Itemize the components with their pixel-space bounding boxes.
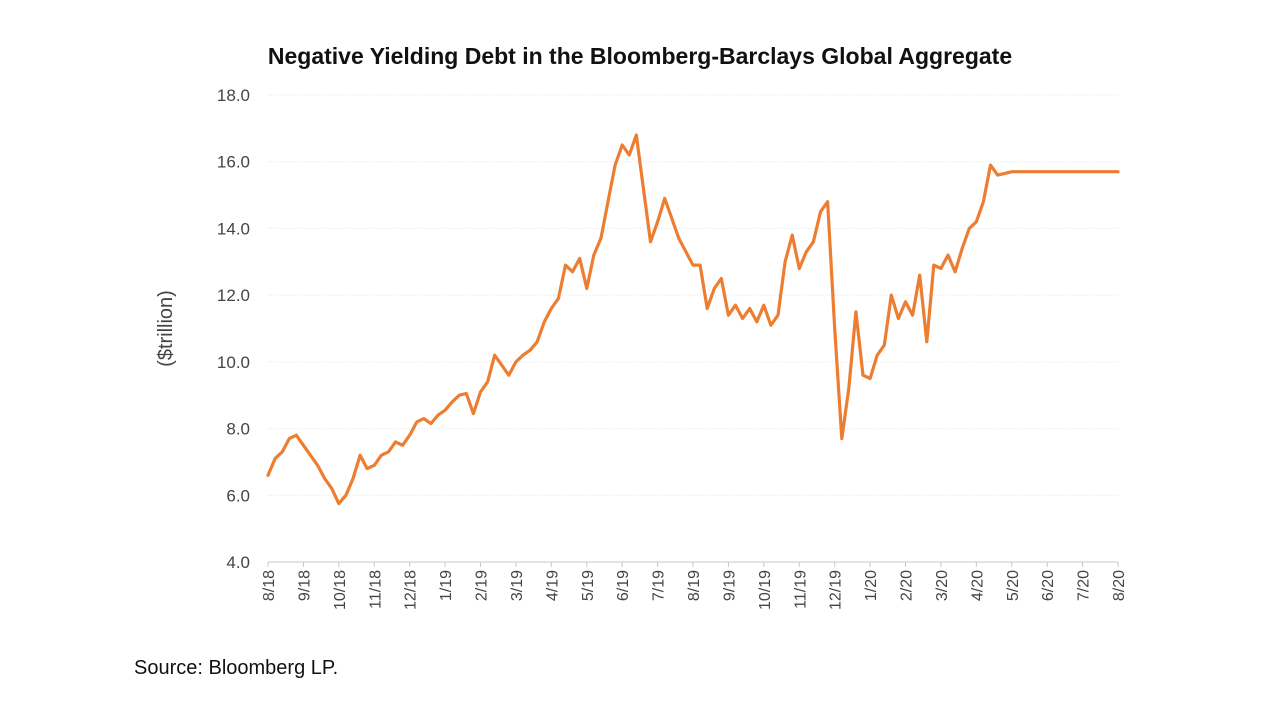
x-tick-label: 6/20 [1040,570,1057,601]
x-tick-label: 5/20 [1005,570,1022,601]
x-tick-label: 10/19 [757,570,774,610]
gridlines [268,94,1118,496]
x-tick-label: 1/20 [863,570,880,601]
x-tick-label: 8/18 [261,570,278,601]
y-tick-label: 16.0 [217,153,250,172]
x-tick-label: 9/19 [721,570,738,601]
y-tick-label: 4.0 [226,553,250,572]
x-tick-label: 11/19 [792,570,809,609]
x-tick-label: 4/19 [544,570,561,601]
source-note: Source: Bloomberg LP. [134,657,339,679]
y-tick-label: 8.0 [226,420,250,439]
x-tick-label: 3/20 [934,570,951,601]
y-tick-label: 10.0 [217,353,250,372]
series-line-negative-yielding-debt [266,133,1120,506]
x-tick-label: 7/19 [651,570,668,601]
x-axis-ticks: 8/18 9/18 10/18 11/18 12/18 1/19 2/19 3/19 4/19 5… [261,562,1128,610]
y-tick-label: 18.0 [217,86,250,105]
x-tick-label: 1/19 [438,570,455,601]
x-tick-label: 7/20 [1076,570,1093,601]
x-tick-label: 4/20 [969,570,986,601]
y-axis-label: ($trillion) [155,290,177,367]
y-tick-label: 6.0 [226,486,250,505]
y-tick-label: 14.0 [217,219,250,238]
x-tick-label: 8/19 [686,570,703,601]
x-tick-label: 8/20 [1111,570,1128,601]
x-tick-label: 10/18 [332,570,349,610]
chart-title: Negative Yielding Debt in the Bloomberg-… [267,43,1013,69]
x-tick-label: 12/19 [828,570,845,610]
y-tick-label: 12.0 [217,286,250,305]
x-tick-label: 3/19 [509,570,526,601]
x-tick-label: 5/19 [580,570,597,601]
x-tick-label: 9/18 [296,570,313,601]
x-tick-label: 2/19 [474,570,491,601]
y-axis-ticks: 4.0 6.0 8.0 10.0 12.0 14.0 16.0 18.0 [217,86,250,572]
x-tick-label: 11/18 [367,570,384,609]
x-tick-label: 12/18 [403,570,420,610]
x-tick-label: 6/19 [615,570,632,601]
x-tick-label: 2/20 [899,570,916,601]
